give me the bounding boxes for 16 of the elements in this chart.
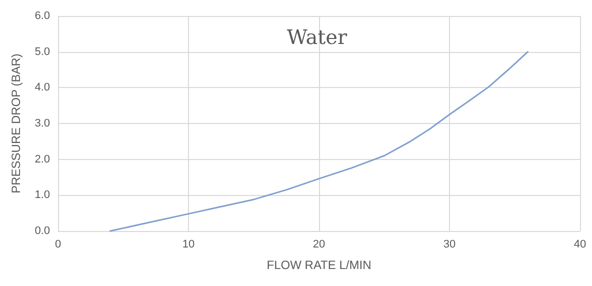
x-axis-title: FLOW RATE L/MIN <box>266 258 372 272</box>
y-tick-label: 0.0 <box>34 225 50 237</box>
line-series <box>109 51 529 232</box>
y-tick-label: 3.0 <box>34 118 50 130</box>
y-axis-title: PRESSURE DROP (BAR) <box>9 54 23 194</box>
y-tick-label: 1.0 <box>34 189 50 202</box>
x-tick-label: 0 <box>54 238 62 250</box>
y-tick-label: 5.0 <box>34 46 50 58</box>
x-tick-label: 40 <box>574 238 586 250</box>
y-tick-label: 4.0 <box>34 82 50 94</box>
y-tick-label: 6.0 <box>34 10 50 22</box>
x-tick-label: 30 <box>443 238 456 250</box>
x-tick-label: 20 <box>312 238 326 250</box>
text: Water <box>286 25 348 49</box>
y-tick-label: 2.0 <box>34 153 50 166</box>
x-tick-label: 10 <box>182 238 195 250</box>
